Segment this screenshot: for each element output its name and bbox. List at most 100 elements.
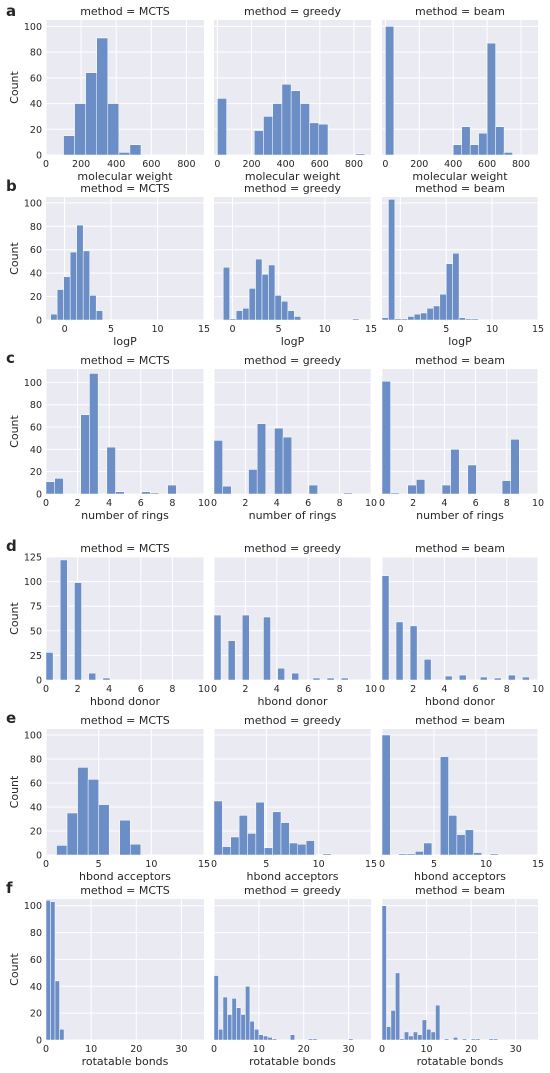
x-tick-label: 10	[421, 1044, 433, 1055]
x-tick-label: 10	[532, 684, 544, 695]
histogram-bar	[423, 842, 433, 856]
histogram-bar	[386, 1026, 392, 1041]
histogram-bar	[416, 479, 426, 495]
y-tick-label: 80	[30, 48, 42, 59]
y-tick-label: 60	[30, 73, 42, 84]
y-tick-label: 100	[24, 198, 42, 209]
x-tick-label: 6	[473, 684, 479, 695]
histogram-bar	[439, 293, 447, 321]
subplot: method = beam 0 2 4 6 8 10 number of rings	[379, 354, 544, 522]
x-tick-label: 5	[108, 324, 114, 335]
x-tick-label: 20	[130, 1044, 142, 1055]
histogram-bar	[231, 998, 237, 1041]
x-tick-label: 0	[379, 859, 385, 870]
panel-letter: c	[6, 349, 15, 367]
histogram-bar	[385, 26, 395, 156]
histogram-bar	[435, 1004, 441, 1041]
histogram-bar	[254, 1029, 260, 1041]
y-axis-label: Count	[8, 70, 21, 103]
histogram-bar	[300, 103, 310, 156]
y-tick-label: 40	[30, 269, 42, 280]
x-tick-label: 10	[365, 498, 377, 509]
subplot: method = greedy 0 5 10 15 logP	[214, 182, 377, 348]
x-tick-label: 8	[169, 684, 175, 695]
histogram-bar	[465, 318, 473, 321]
y-tick-label: 0	[36, 151, 42, 162]
histogram-bar	[381, 734, 391, 856]
plot-area	[214, 369, 371, 494]
histogram-bar	[381, 317, 389, 321]
histogram-bar	[107, 103, 120, 156]
subplot-title: method = greedy	[244, 182, 341, 195]
histogram-bar	[272, 1038, 278, 1041]
x-tick-label: 600	[478, 159, 496, 170]
plot-area	[46, 557, 204, 680]
x-axis-label: rotatable bonds	[417, 1055, 504, 1068]
subplot-title: method = beam	[415, 5, 505, 18]
subplot: method = MCTS 0 5 10 15 hbond acceptors 0 20 40 6…	[24, 714, 210, 883]
histogram-bar	[227, 1014, 233, 1041]
histogram-bar	[510, 439, 520, 495]
x-tick-label: 4	[274, 498, 280, 509]
y-axis-label: Count	[8, 601, 21, 634]
histogram-bar	[77, 767, 89, 856]
histogram-bar	[458, 674, 467, 681]
histogram-bar	[290, 90, 301, 156]
histogram-bar	[82, 250, 90, 321]
plot-area	[214, 197, 371, 320]
x-tick-label: 2	[75, 684, 81, 695]
y-axis-label: Count	[8, 241, 21, 274]
histogram-bar	[281, 301, 289, 321]
x-axis-label: hbond donor	[425, 695, 496, 708]
histogram-bar	[430, 1031, 436, 1041]
histogram-bar	[289, 842, 298, 856]
x-tick-label: 10	[85, 1044, 97, 1055]
y-tick-label: 60	[30, 423, 42, 434]
x-axis-label: molecular weight	[77, 170, 173, 183]
x-tick-label: 20	[298, 1044, 310, 1055]
x-tick-label: 5	[443, 324, 449, 335]
histogram-bar	[415, 851, 424, 856]
histogram-bar	[290, 1034, 295, 1041]
x-tick-label: 0	[379, 1044, 385, 1055]
x-tick-label: 200	[72, 159, 90, 170]
panel-letter: a	[6, 2, 16, 20]
histogram-bar	[426, 308, 434, 321]
x-tick-label: 10	[532, 498, 544, 509]
histogram-bar	[66, 812, 78, 856]
histogram-bar	[268, 264, 276, 321]
y-tick-label: 100	[24, 731, 42, 742]
histogram-bar	[355, 153, 366, 156]
histogram-bar	[96, 37, 109, 156]
histogram-bar	[307, 1038, 313, 1041]
histogram-bar	[407, 484, 417, 495]
x-tick-label: 5	[96, 859, 102, 870]
histogram-bar	[395, 972, 401, 1041]
subplot-title: method = MCTS	[80, 542, 170, 555]
subplot-title: method = beam	[415, 354, 505, 367]
histogram-bar	[118, 152, 131, 156]
histogram-bar	[222, 996, 228, 1041]
histogram-bar	[230, 836, 240, 856]
histogram-bar	[439, 756, 449, 856]
y-tick-label: 25	[30, 651, 42, 662]
histogram-bar	[348, 1038, 354, 1041]
histogram-bar	[129, 144, 142, 156]
histogram-bar	[263, 116, 273, 156]
plot-area	[214, 729, 371, 855]
histogram-bar	[412, 1031, 418, 1041]
y-tick-label: 125	[24, 553, 42, 564]
x-axis-label: molecular weight	[245, 170, 341, 183]
histogram-bar	[398, 853, 408, 856]
x-tick-label: 0	[229, 324, 235, 335]
subplot: method = beam 0 10 20 30 rotatable bonds	[379, 884, 538, 1068]
histogram-bar	[229, 318, 237, 321]
x-axis-label: logP	[113, 335, 137, 348]
x-axis-label: number of rings	[249, 509, 337, 522]
histogram-bar	[150, 492, 160, 495]
x-tick-label: 5	[263, 859, 269, 870]
x-axis-label: hbond acceptors	[79, 870, 171, 883]
x-axis-label: number of rings	[81, 509, 169, 522]
histogram-bar	[399, 1038, 405, 1041]
histogram-bar	[274, 295, 282, 321]
